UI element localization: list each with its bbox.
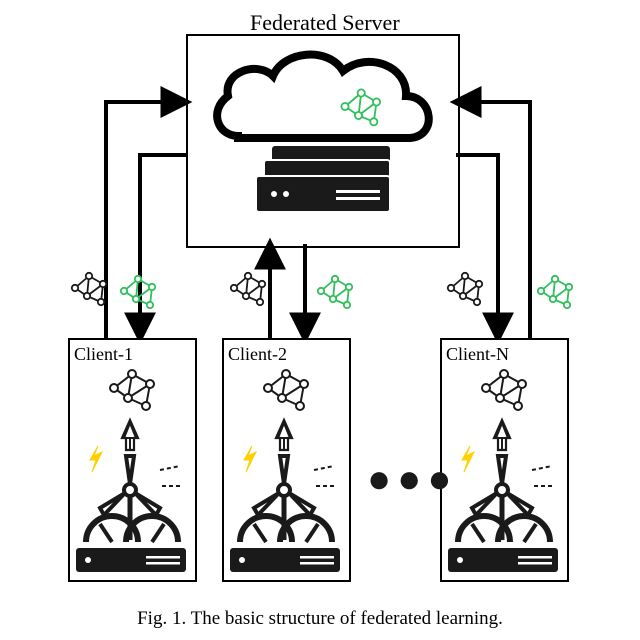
diagram-canvas: Federated Server: [0, 0, 640, 640]
client-box-2: [222, 338, 351, 582]
client-label-1: Client-1: [74, 344, 133, 365]
figure-caption: Fig. 1. The basic structure of federated…: [0, 608, 640, 630]
client-label-n: Client-N: [446, 344, 509, 365]
server-rack-icon: [256, 146, 390, 212]
server-box: [186, 34, 460, 248]
ellipsis-icon: ●●●: [367, 455, 457, 502]
client-label-2: Client-2: [228, 344, 287, 365]
server-graphic: [188, 36, 458, 246]
client-box-1: [68, 338, 197, 582]
client-box-n: [440, 338, 569, 582]
server-label: Federated Server: [250, 10, 400, 36]
